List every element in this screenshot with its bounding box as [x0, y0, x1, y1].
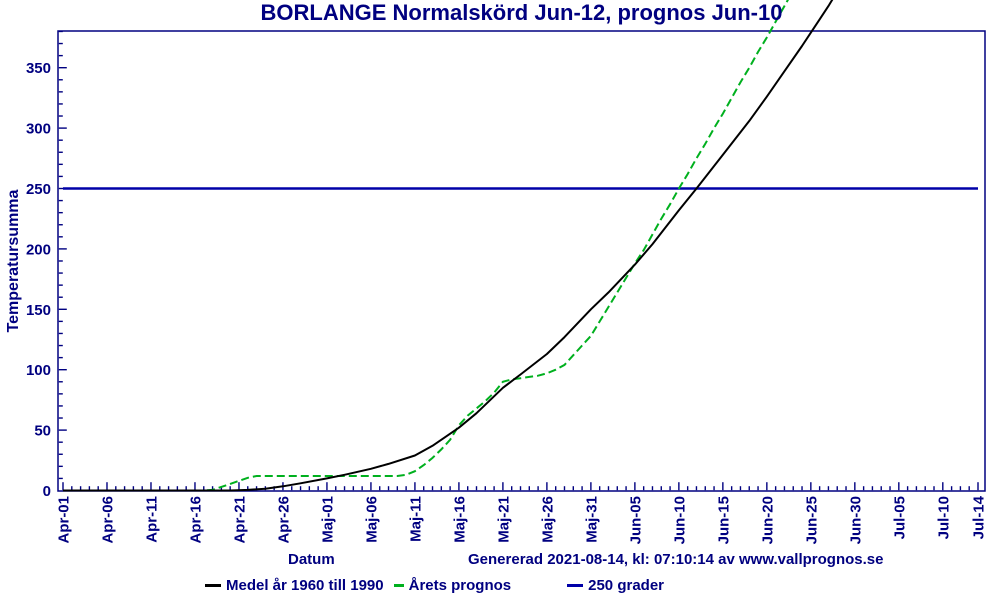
series-line-arets-prognos	[63, 0, 789, 492]
x-tick-label: Apr-26	[275, 496, 292, 544]
x-tick-label: Maj-16	[451, 496, 468, 543]
x-tick-label: Maj-01	[319, 496, 336, 543]
x-tick-label: Maj-21	[495, 496, 512, 543]
x-tick-label: Jun-20	[759, 496, 776, 544]
legend-item-250-grader: 250 grader	[567, 577, 664, 594]
chart-title: BORLANGE Normalskörd Jun-12, prognos Jun…	[260, 0, 783, 25]
x-tick-label: Jun-30	[847, 496, 864, 544]
x-tick-label: Jun-05	[627, 496, 644, 544]
x-tick-label: Maj-26	[539, 496, 556, 543]
series-line-medel-1960-1990	[63, 0, 834, 492]
legend-label-250-grader: 250 grader	[588, 577, 665, 594]
x-tick-label: Maj-06	[363, 496, 380, 543]
x-tick-label: Jul-14	[971, 495, 988, 539]
x-tick-label: Apr-06	[99, 496, 116, 544]
y-tick-label: 0	[43, 483, 51, 500]
x-tick-label: Jul-10	[935, 496, 952, 539]
x-axis-title: Datum	[288, 551, 335, 568]
legend: Medel år 1960 till 1990 Årets prognos 25…	[205, 577, 664, 594]
y-axis-title: Temperatursumma	[5, 189, 22, 333]
dashed-green-line-icon	[393, 584, 404, 587]
y-tick-label: 300	[26, 121, 51, 138]
y-tick-label: 200	[26, 241, 51, 258]
legend-label-medel: Medel år 1960 till 1990	[226, 577, 384, 594]
y-tick-label: 250	[26, 181, 51, 198]
x-tick-label: Apr-21	[231, 496, 248, 544]
x-tick-label: Jun-10	[671, 496, 688, 544]
legend-item-prognos: Årets prognos	[393, 577, 512, 594]
x-tick-label: Jul-05	[891, 496, 908, 539]
legend-label-prognos: Årets prognos	[408, 577, 512, 594]
x-tick-label: Jun-25	[803, 496, 820, 544]
x-tick-label: Apr-16	[187, 496, 204, 544]
solid-blue-line-icon	[567, 584, 584, 587]
y-tick-label: 150	[26, 302, 51, 319]
x-tick-label: Jun-15	[715, 496, 732, 544]
y-tick-label: 100	[26, 362, 51, 379]
x-tick-label: Apr-11	[143, 496, 160, 543]
legend-item-medel: Medel år 1960 till 1990	[205, 577, 384, 594]
plot-border	[57, 30, 986, 492]
x-tick-label: Apr-01	[56, 496, 73, 544]
y-tick-label: 50	[34, 423, 51, 440]
x-tick-label: Maj-11	[407, 496, 424, 542]
generated-note: Genererad 2021-08-14, kl: 07:10:14 av ww…	[468, 551, 884, 568]
solid-black-line-icon	[205, 584, 221, 587]
y-tick-label: 350	[26, 60, 51, 77]
x-tick-label: Maj-31	[583, 496, 600, 543]
